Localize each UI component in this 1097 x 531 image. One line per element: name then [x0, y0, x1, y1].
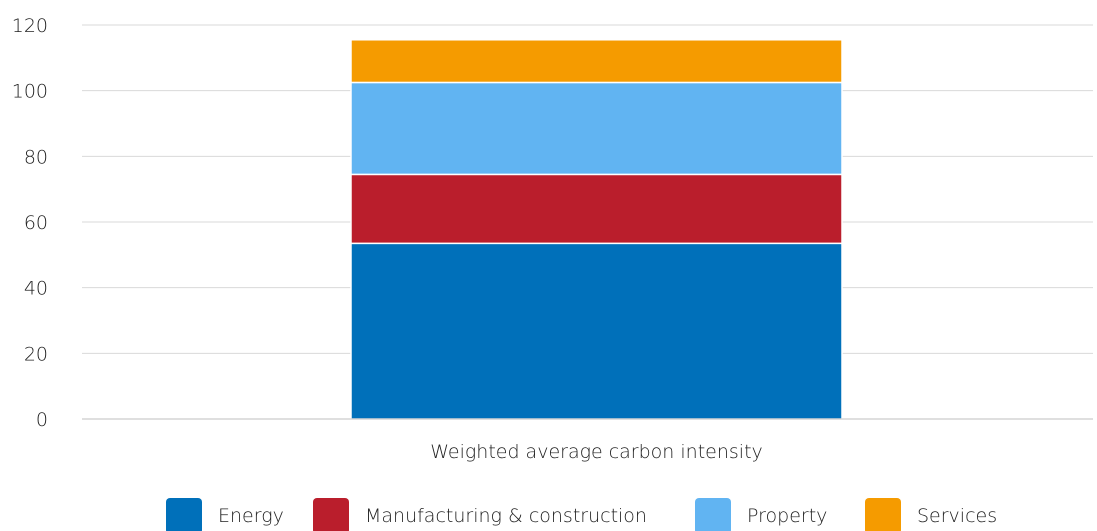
y-axis-ticks: 0 20 40 60 80 100 120 — [12, 15, 48, 431]
bar-segment-property — [350, 81, 843, 176]
legend-label-manufacturing-construction: Manufacturing & construction — [365, 505, 647, 527]
legend-label-energy: Energy — [218, 505, 284, 527]
y-tick-label-100: 100 — [12, 81, 48, 103]
x-axis: Weighted average carbon intensity — [82, 418, 1093, 463]
y-tick-label-120: 120 — [12, 15, 48, 37]
legend-swatch-property — [695, 498, 731, 531]
bar-segment-manufacturing-construction — [350, 173, 843, 245]
bar-segment-energy — [350, 242, 843, 420]
legend: Energy Manufacturing & construction Proper… — [166, 498, 997, 531]
y-tick-label-80: 80 — [24, 146, 48, 168]
legend-label-property: Property — [747, 505, 827, 527]
legend-swatch-energy — [166, 498, 202, 531]
bar-segment-services — [350, 39, 843, 84]
legend-swatch-manufacturing-construction — [313, 498, 349, 531]
y-tick-label-40: 40 — [24, 278, 48, 300]
y-tick-label-60: 60 — [24, 212, 48, 234]
y-tick-label-0: 0 — [36, 409, 48, 431]
bars — [350, 39, 843, 420]
legend-label-services: Services — [917, 505, 997, 527]
y-tick-label-20: 20 — [24, 343, 48, 365]
legend-swatch-services — [865, 498, 901, 531]
x-category-label: Weighted average carbon intensity — [430, 441, 763, 463]
